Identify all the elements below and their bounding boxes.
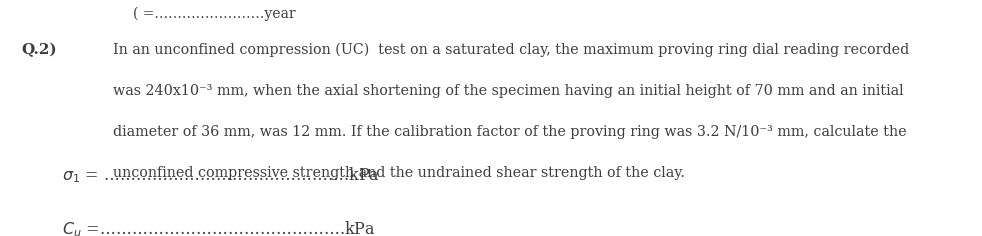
Text: In an unconfined compression (UC)  test on a saturated clay, the maximum proving: In an unconfined compression (UC) test o… bbox=[113, 42, 909, 57]
Text: Q.2): Q.2) bbox=[22, 42, 57, 57]
Text: ( =……………………year: ( =……………………year bbox=[133, 7, 296, 21]
Text: diameter of 36 mm, was 12 mm. If the calibration factor of the proving ring was : diameter of 36 mm, was 12 mm. If the cal… bbox=[113, 125, 906, 139]
Text: $\mathit{\sigma}_1$ = ……………………………………….kPa: $\mathit{\sigma}_1$ = ……………………………………….kP… bbox=[62, 165, 380, 185]
Text: unconfined compressive strength and the undrained shear strength of the clay.: unconfined compressive strength and the … bbox=[113, 166, 684, 180]
Text: $C_u$ =……………………………………….kPa: $C_u$ =……………………………………….kPa bbox=[62, 219, 376, 236]
Text: was 240x10⁻³ mm, when the axial shortening of the specimen having an initial hei: was 240x10⁻³ mm, when the axial shorteni… bbox=[113, 84, 903, 98]
